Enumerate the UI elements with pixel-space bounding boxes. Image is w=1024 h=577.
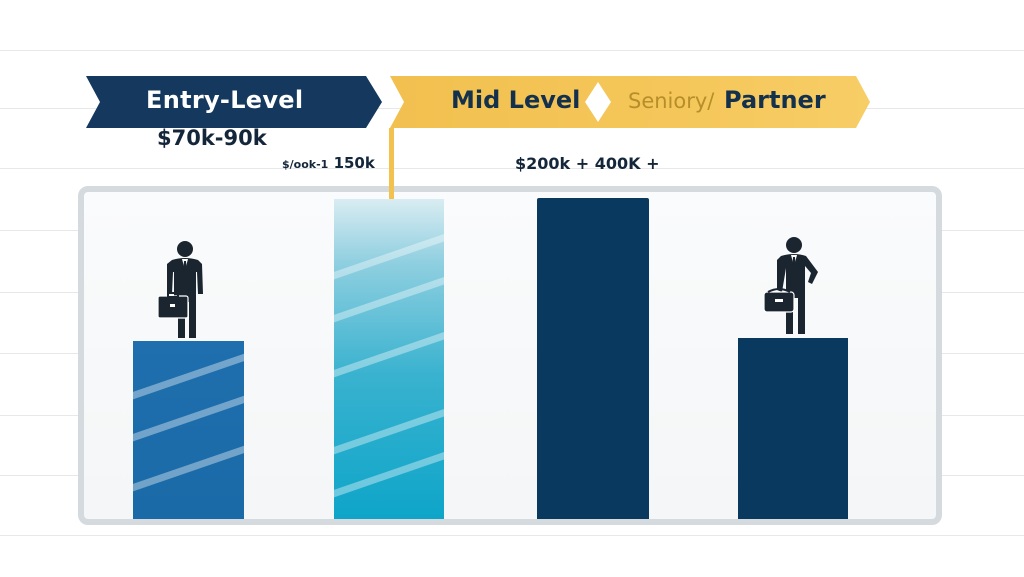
bar-stripe: [334, 223, 444, 286]
entry-level-banner: [86, 76, 382, 128]
gridline: [0, 168, 1024, 169]
bar-stripe: [334, 441, 444, 504]
bar-stripe: [133, 343, 244, 406]
gridline: [0, 535, 1024, 536]
salary-mid-prefix: $/ook-1: [282, 158, 329, 171]
businessman-with-briefcase-icon: [157, 241, 203, 338]
bar-partner: [738, 338, 848, 519]
bar-stripe: [334, 398, 444, 461]
bar-stripe: [133, 385, 244, 448]
businessman-hand-on-hip-icon: [763, 237, 818, 334]
salary-entry-label: $70k-90k: [157, 126, 267, 150]
entry-level-label: Entry-Level: [146, 86, 304, 114]
bar-stripe: [334, 266, 444, 329]
salary-mid-label: $/ook-1 150k: [282, 154, 375, 172]
bar-entry-level: [133, 341, 244, 519]
partner-label: Partner: [724, 86, 826, 114]
salary-senior-partner-label: $200k + 400K +: [515, 154, 660, 173]
bar-stripe: [133, 435, 244, 498]
bar-senior: [537, 198, 649, 519]
bar-stripe: [334, 321, 444, 384]
gridline: [0, 50, 1024, 51]
bar-mid-level: [334, 199, 444, 519]
senior-label: Seniory/: [628, 89, 715, 113]
salary-mid-value: 150k: [333, 154, 375, 172]
mid-level-label: Mid Level: [451, 86, 581, 114]
mid-senior-banner: [390, 76, 870, 128]
arrow-down-icon: [389, 128, 394, 204]
